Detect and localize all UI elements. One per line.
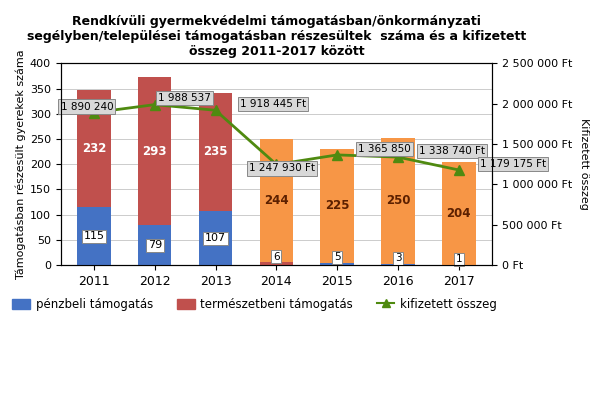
Text: 204: 204 xyxy=(446,207,471,220)
Bar xyxy=(381,264,415,265)
Bar xyxy=(381,137,415,264)
Title: Rendkívüli gyermekvédelmi támogatásban/önkormányzati
segélyben/települései támog: Rendkívüli gyermekvédelmi támogatásban/ö… xyxy=(27,15,526,58)
Bar xyxy=(138,225,172,265)
Text: 232: 232 xyxy=(82,142,106,155)
Text: 250: 250 xyxy=(386,194,410,207)
Bar xyxy=(321,263,354,265)
Text: 293: 293 xyxy=(143,145,167,158)
Bar xyxy=(442,162,475,265)
Text: 5: 5 xyxy=(334,252,341,262)
Text: 79: 79 xyxy=(147,240,162,250)
Text: 1: 1 xyxy=(455,254,462,264)
Bar xyxy=(77,207,111,265)
Text: 1 247 930 Ft: 1 247 930 Ft xyxy=(249,164,315,173)
Text: 1 890 240: 1 890 240 xyxy=(60,102,113,111)
Y-axis label: Támogatásban részesült gyerekek száma: Támogatásban részesült gyerekek száma xyxy=(15,49,25,279)
Text: 6: 6 xyxy=(273,252,280,261)
Bar xyxy=(260,139,293,262)
Text: 1 179 175 Ft: 1 179 175 Ft xyxy=(480,159,546,169)
Legend: pénzbeli támogatás, természetbeni támogatás, kifizetett összeg: pénzbeli támogatás, természetbeni támoga… xyxy=(8,293,502,316)
Text: 1 988 537: 1 988 537 xyxy=(158,93,211,103)
Bar xyxy=(321,149,354,263)
Text: 115: 115 xyxy=(83,231,104,241)
Bar xyxy=(77,90,111,207)
Text: 235: 235 xyxy=(204,145,228,158)
Text: 1 365 850: 1 365 850 xyxy=(358,144,411,154)
Text: 1 338 740 Ft: 1 338 740 Ft xyxy=(419,146,485,156)
Bar xyxy=(138,77,172,225)
Bar xyxy=(199,211,233,265)
Text: 244: 244 xyxy=(264,194,289,207)
Bar xyxy=(199,92,233,211)
Text: 1 918 445 Ft: 1 918 445 Ft xyxy=(240,99,306,109)
Text: 225: 225 xyxy=(325,199,350,213)
Y-axis label: Kifizetett összeg: Kifizetett összeg xyxy=(579,118,589,210)
Bar xyxy=(260,262,293,265)
Text: 3: 3 xyxy=(394,253,401,263)
Text: 107: 107 xyxy=(205,233,226,243)
